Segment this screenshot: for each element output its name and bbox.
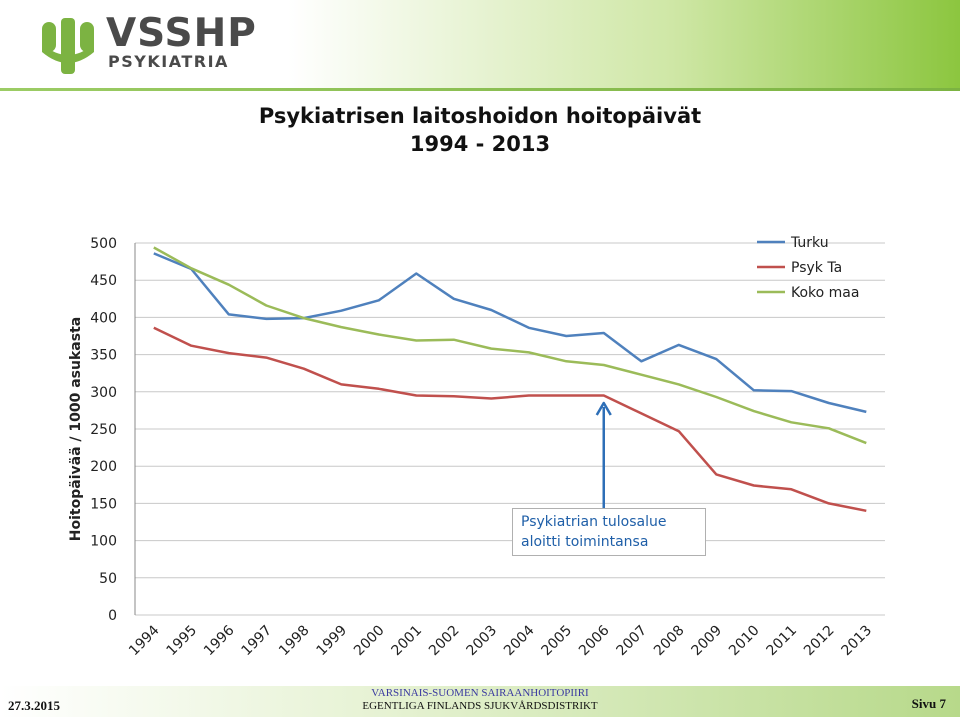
x-tick-label-1997: 1997	[239, 623, 276, 660]
series-line-turku	[153, 252, 867, 414]
vsshp-logo-icon	[42, 18, 94, 74]
x-tick-label-2009: 2009	[689, 623, 726, 660]
header-band	[0, 0, 960, 88]
y-tick-label-50: 50	[99, 571, 117, 587]
slide-title-line2: 1994 - 2013	[409, 132, 551, 156]
footer-page-number: Sivu 7	[911, 696, 946, 711]
y-tick-label-250: 250	[90, 422, 117, 438]
x-tick-label-2011: 2011	[764, 623, 801, 660]
x-tick-label-2002: 2002	[426, 623, 463, 660]
x-tick-label-1996: 1996	[201, 622, 238, 659]
x-tick-label-2006: 2006	[576, 622, 613, 659]
x-tick-label-2001: 2001	[389, 623, 426, 660]
y-tick-label-400: 400	[90, 310, 117, 326]
x-tick-label-2008: 2008	[651, 623, 688, 660]
x-tick-label-1994: 1994	[126, 622, 163, 659]
annotation-box: Psykiatrian tulosalue aloitti toimintans…	[512, 508, 706, 556]
slide-title: Psykiatrisen laitoshoidon hoitopäivät 19…	[180, 102, 780, 158]
x-tick-label-2010: 2010	[726, 623, 763, 660]
logo-subtitle: PSYKIATRIA	[108, 52, 229, 71]
legend-label-turku: Turku	[790, 235, 829, 251]
x-tick-label-2000: 2000	[351, 623, 388, 660]
header-rule	[0, 88, 960, 91]
footer: 27.3.2015 VARSINAIS-SUOMEN SAIRAANHOITOP…	[0, 686, 960, 717]
x-tick-label-2003: 2003	[464, 623, 501, 660]
y-tick-label-450: 450	[90, 273, 117, 289]
footer-organization: VARSINAIS-SUOMEN SAIRAANHOITOPIIRI EGENT…	[330, 687, 630, 713]
series-line-koko-maa	[153, 246, 867, 445]
line-chart: 0 50 100 150 200 250 300 350 400 450 500 Hoitopäivä…	[68, 235, 885, 660]
x-tick-label-2013: 2013	[839, 623, 876, 660]
y-tick-label-300: 300	[90, 385, 117, 401]
footer-date: 27.3.2015	[8, 698, 60, 713]
y-tick-label-0: 0	[108, 608, 117, 624]
y-tick-label-100: 100	[90, 534, 117, 550]
slide-title-line1: Psykiatrisen laitoshoidon hoitopäivät	[258, 104, 702, 128]
y-tick-label-150: 150	[90, 496, 117, 512]
y-tick-label-350: 350	[90, 348, 117, 364]
x-tick-label-1995: 1995	[164, 623, 201, 660]
annotation-line2: aloitti toimintansa	[521, 534, 649, 550]
x-tick-label-1998: 1998	[276, 623, 313, 660]
legend-label-koko-maa: Koko maa	[791, 285, 859, 301]
x-tick-label-2004: 2004	[501, 622, 538, 659]
x-tick-label-2007: 2007	[614, 623, 651, 660]
legend-label-psyk-ta: Psyk Ta	[791, 260, 842, 276]
footer-org-line1: VARSINAIS-SUOMEN SAIRAANHOITOPIIRI	[371, 687, 589, 699]
y-axis-title: Hoitopäivää / 1000 asukasta	[68, 317, 84, 541]
x-tick-label-2012: 2012	[801, 623, 838, 660]
x-tick-label-2005: 2005	[539, 623, 576, 660]
y-tick-label-500: 500	[90, 236, 117, 252]
footer-org-line2: EGENTLIGA FINLANDS SJUKVÅRDSDISTRIKT	[362, 700, 598, 712]
logo-name: VSSHP	[106, 11, 257, 56]
series-line-psyk-ta	[153, 326, 867, 513]
annotation-arrow-head	[595, 401, 612, 416]
annotation-line1: Psykiatrian tulosalue	[521, 514, 667, 530]
x-tick-label-1999: 1999	[314, 623, 351, 660]
y-tick-label-200: 200	[90, 459, 117, 475]
